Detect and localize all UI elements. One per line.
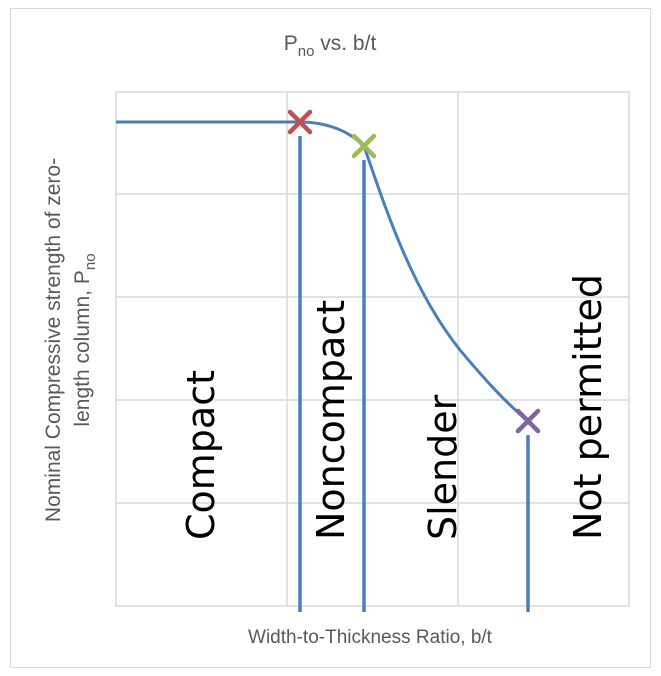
compact-limit-marker [287, 109, 313, 135]
y-axis-label: Nominal Compressive strength of zero- le… [42, 158, 99, 522]
limit-lines [298, 136, 530, 612]
svg-text:length column, Pno: length column, Pno [71, 253, 99, 426]
region-labels: Compact Noncompact Slender Not permitted [179, 274, 610, 540]
x-axis-label: Width-to-Thickness Ratio, b/t [248, 627, 493, 648]
region-label-compact: Compact [179, 370, 223, 540]
region-label-slender: Slender [421, 394, 465, 540]
region-label-not-permitted: Not permitted [566, 274, 610, 540]
strength-curve [116, 120, 529, 423]
region-label-noncompact: Noncompact [309, 300, 353, 540]
chart-frame [10, 8, 651, 668]
chart-title: Pno vs. b/t [284, 32, 377, 60]
noncompact-limit-marker [351, 133, 377, 159]
plot-area-border [115, 91, 630, 607]
limit-markers [287, 109, 541, 434]
slender-limit-marker [515, 408, 541, 434]
svg-text:Nominal Compressive strength o: Nominal Compressive strength of zero- [42, 158, 65, 522]
